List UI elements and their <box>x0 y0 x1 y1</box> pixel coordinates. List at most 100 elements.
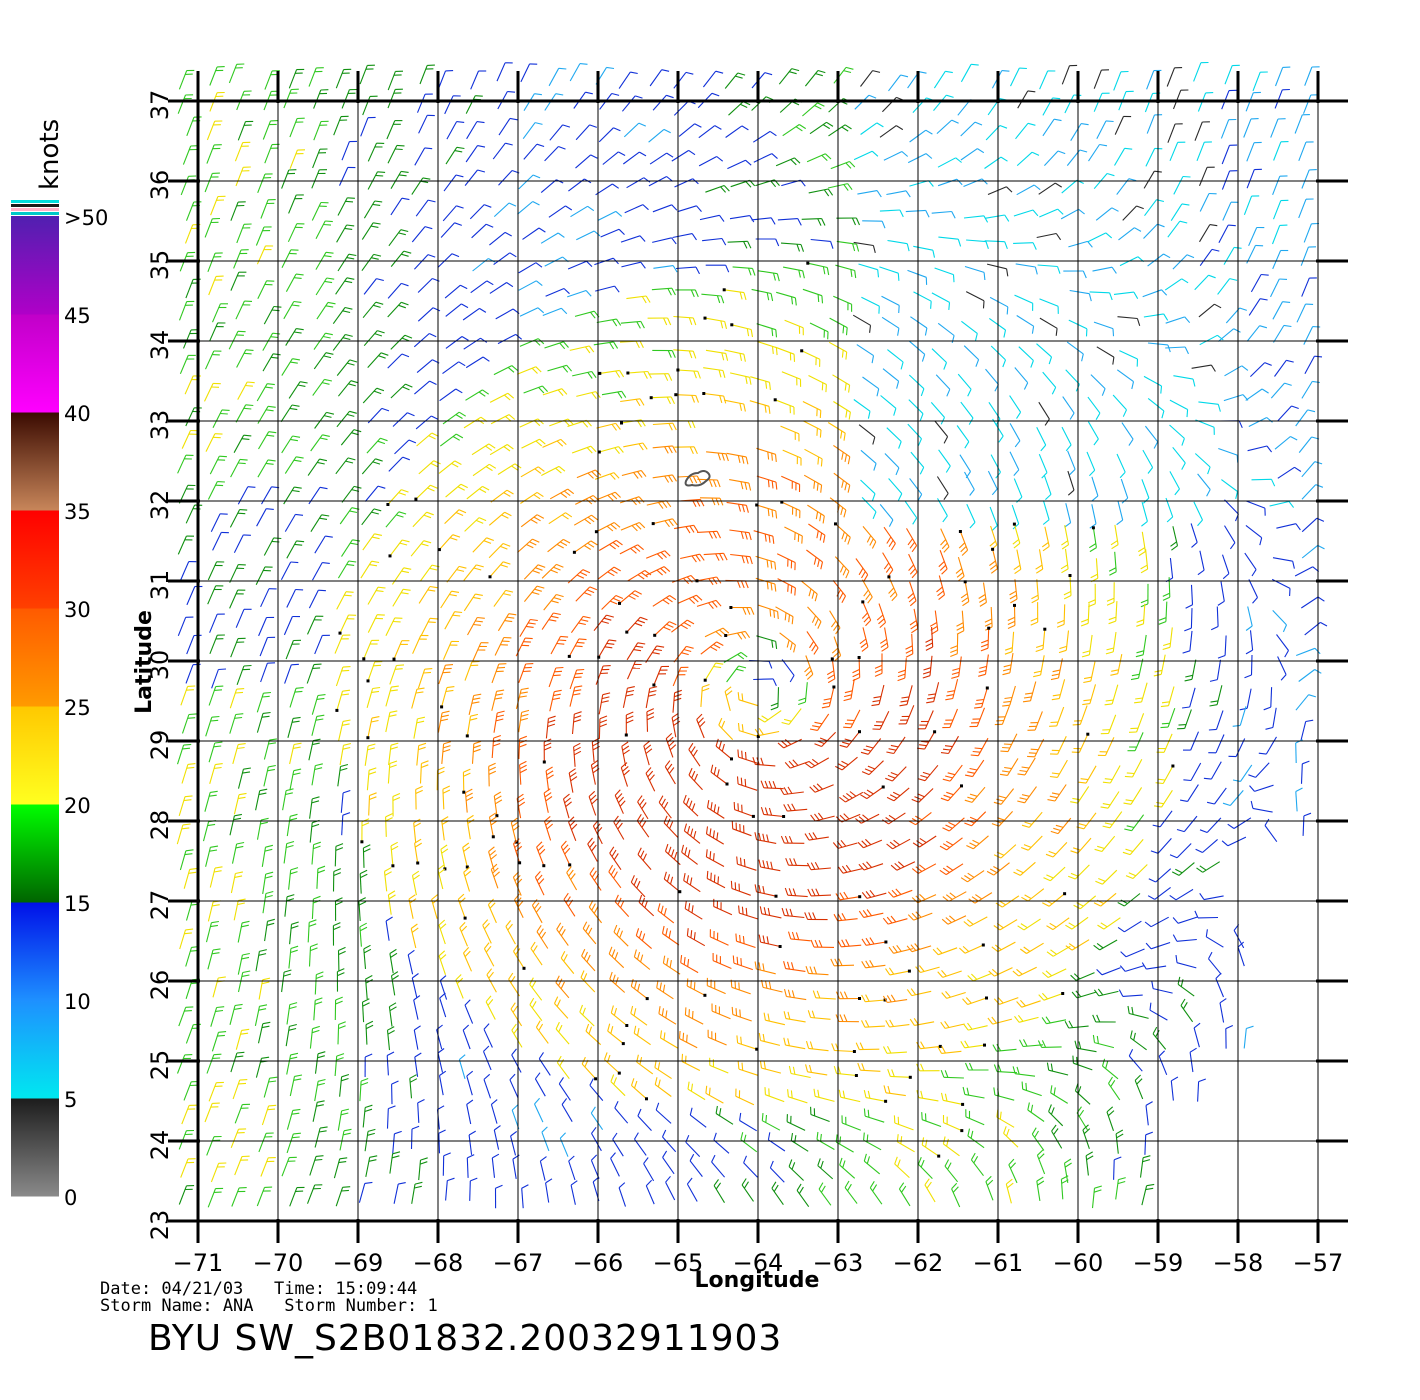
rain-flag <box>626 371 630 375</box>
wind-barb-feather <box>1019 948 1027 954</box>
wind-barb-feather <box>861 840 868 847</box>
wind-barb <box>442 641 452 660</box>
wind-barb-feather <box>760 780 765 788</box>
wind-barb <box>548 667 557 688</box>
wind-barb-feather <box>376 278 384 282</box>
wind-barb <box>1019 861 1036 876</box>
wind-barb <box>621 746 627 767</box>
wind-barb-feather <box>687 849 691 858</box>
wind-barb-feather <box>833 624 839 631</box>
wind-barb-feather <box>827 674 835 680</box>
wind-barb-feather <box>1012 523 1020 530</box>
wind-barb-feather <box>946 865 954 871</box>
wind-barb <box>1088 634 1093 655</box>
wind-barb-feather <box>401 301 409 306</box>
wind-barb-feather <box>478 391 486 397</box>
wind-barb-feather <box>967 975 974 982</box>
wind-barb-feather <box>962 945 970 952</box>
wind-barb-feather <box>590 540 598 546</box>
wind-barb-feather <box>326 411 335 415</box>
wind-barb-feather <box>639 522 646 529</box>
wind-barb-feather <box>1006 306 1009 315</box>
wind-barb-feather <box>1041 1040 1047 1048</box>
wind-barb-feather <box>556 593 564 598</box>
wind-barb-feather <box>1144 921 1152 928</box>
wind-barb <box>1272 200 1282 220</box>
wind-barb-feather <box>744 778 747 787</box>
wind-barb <box>1009 653 1014 673</box>
wind-barb <box>228 331 239 350</box>
wind-barb <box>1057 759 1068 778</box>
wind-barb-feather <box>1061 568 1069 574</box>
wind-barb-feather <box>268 764 276 768</box>
wind-barb-feather <box>416 720 425 724</box>
wind-barb-feather <box>1105 120 1114 123</box>
wind-barb-feather <box>401 253 409 257</box>
wind-barb <box>788 708 802 725</box>
wind-barb-feather <box>1051 673 1060 677</box>
wind-barb <box>179 355 189 375</box>
wind-barb-feather <box>680 955 683 963</box>
wind-barb-feather <box>636 951 641 960</box>
wind-barb-feather <box>1244 674 1252 679</box>
wind-barb-feather <box>637 471 643 478</box>
wind-barb-feather <box>927 697 935 700</box>
wind-barb-feather <box>1036 568 1043 574</box>
wind-barb-feather <box>344 280 353 284</box>
wind-barb <box>307 458 320 476</box>
wind-barb-feather <box>560 929 566 937</box>
wind-barb <box>727 240 748 243</box>
wind-barb <box>751 288 772 295</box>
wind-barb-feather <box>869 325 872 333</box>
wind-barb <box>601 390 622 396</box>
wind-barb <box>281 249 292 268</box>
wind-barb <box>550 636 561 655</box>
wind-barb <box>282 790 287 811</box>
wind-barb-feather <box>816 783 823 790</box>
wind-barb-feather <box>749 556 753 565</box>
wind-barb-feather <box>591 760 598 766</box>
wind-barb-feather <box>574 685 583 688</box>
wind-barb <box>439 388 457 402</box>
wind-barb-feather <box>1197 519 1203 527</box>
wind-barb <box>1043 150 1059 166</box>
wind-barb <box>1169 424 1185 439</box>
wind-barb <box>336 224 348 243</box>
wind-barb <box>408 898 414 919</box>
wind-barb <box>491 663 500 684</box>
wind-barb <box>1132 759 1143 778</box>
wind-barb-feather <box>1125 848 1133 853</box>
wind-barb <box>984 240 1005 243</box>
wind-barb-feather <box>865 838 872 845</box>
wind-barb-feather <box>185 928 194 931</box>
wind-barb <box>229 564 239 583</box>
wind-barb <box>960 148 978 161</box>
wind-barb <box>815 815 835 822</box>
wind-barb <box>1015 263 1036 268</box>
wind-barb-feather <box>396 664 405 667</box>
wind-barb <box>419 564 433 582</box>
wind-barb-feather <box>644 900 649 908</box>
wind-barb-feather <box>1016 411 1022 419</box>
wind-barb-feather <box>883 562 890 570</box>
wind-barb-feather <box>718 741 722 749</box>
wind-barb-feather <box>311 1029 320 1034</box>
wind-barb-feather <box>1312 380 1320 384</box>
wind-barb <box>879 209 900 212</box>
wind-barb <box>1295 409 1309 427</box>
wind-barb-feather <box>932 948 939 956</box>
wind-barb-feather <box>622 745 630 751</box>
wind-barb <box>573 746 576 767</box>
wind-barb-feather <box>1181 438 1185 446</box>
wind-barb-feather <box>788 614 791 623</box>
wind-barb-feather <box>1211 248 1220 252</box>
wind-barb-feather <box>964 822 972 827</box>
wind-barb-feather <box>1050 830 1059 835</box>
wind-barb-feather <box>663 1032 666 1041</box>
wind-barb-feather <box>325 332 333 336</box>
wind-barb <box>465 145 478 163</box>
wind-barb <box>554 1003 569 1019</box>
wind-barb <box>704 662 717 681</box>
wind-barb <box>205 433 216 452</box>
rain-flag <box>703 678 707 682</box>
